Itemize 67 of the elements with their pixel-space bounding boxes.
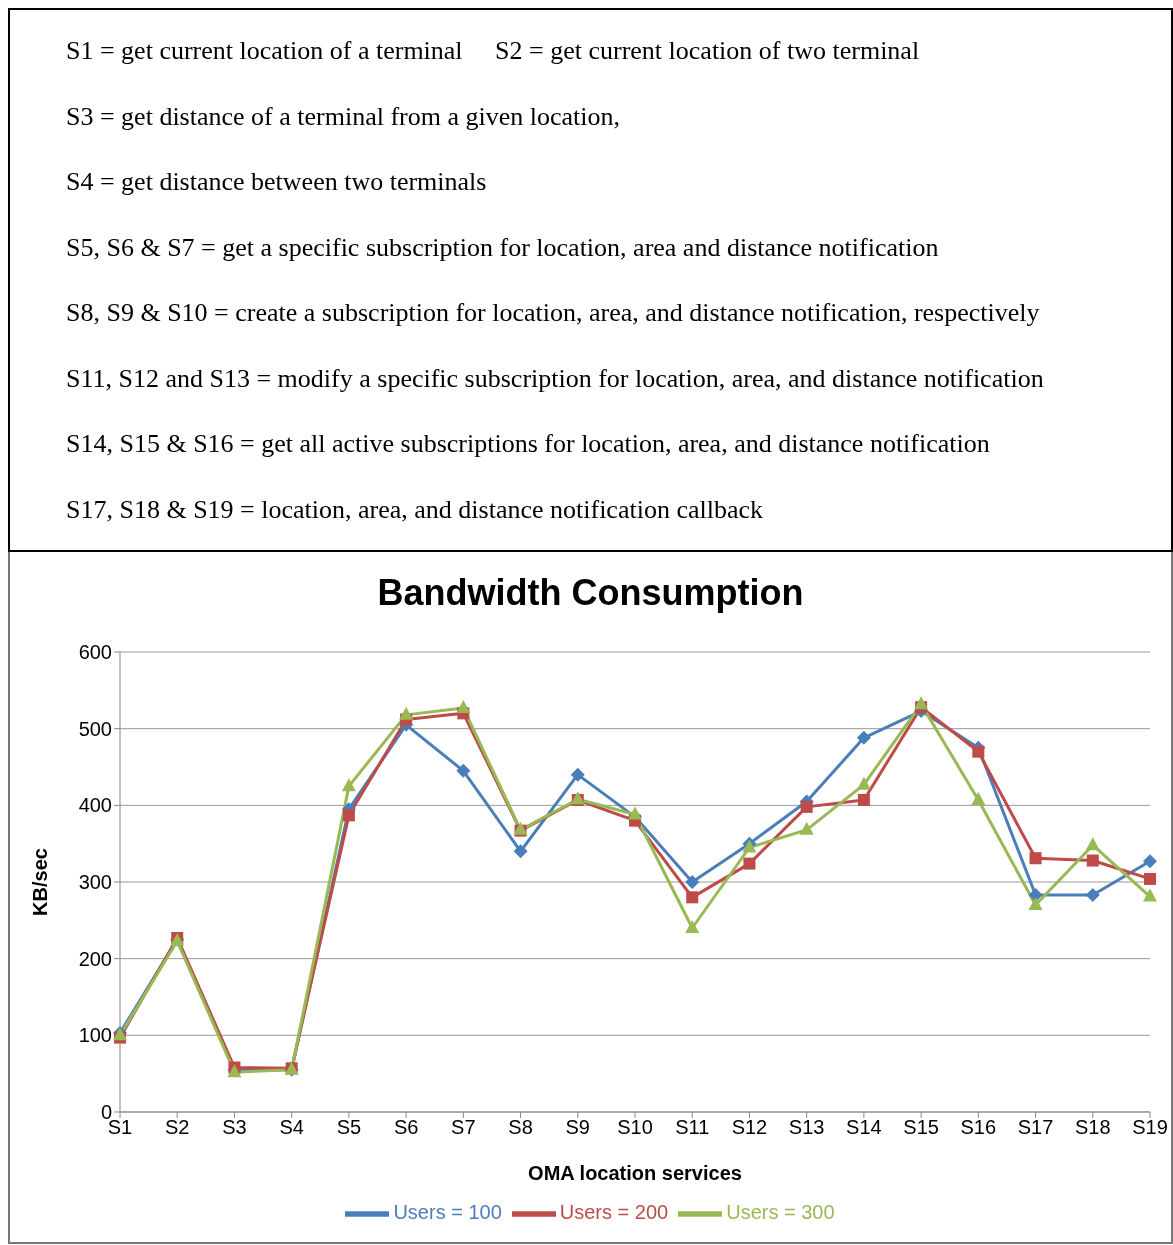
y-tick-label: 200 — [78, 947, 112, 970]
point — [972, 745, 985, 758]
x-tick-label: S4 — [279, 1116, 304, 1139]
point — [628, 806, 642, 820]
point — [1028, 888, 1043, 903]
point — [914, 696, 929, 710]
point — [800, 800, 813, 813]
point — [799, 821, 814, 835]
x-tick-label: S3 — [222, 1116, 247, 1139]
y-axis-title: KB/sec — [29, 848, 52, 916]
x-tick-label: S18 — [1074, 1116, 1111, 1139]
y-tick-label: 100 — [78, 1024, 112, 1047]
point — [1085, 888, 1100, 903]
text: S17, S18 & S19 = location, area, and distance notification callback — [66, 493, 764, 526]
point — [971, 791, 986, 805]
chart-title: Bandwidth Consumption — [376, 571, 805, 615]
point — [456, 699, 471, 713]
point — [743, 857, 756, 870]
x-tick-label: S5 — [336, 1116, 362, 1139]
x-tick-label: S11 — [675, 1116, 710, 1139]
text: S11, S12 and S13 = modify a specific subscription for location, area, and distance notification — [66, 362, 1045, 395]
point — [342, 809, 355, 822]
point — [513, 844, 528, 859]
point — [399, 706, 414, 720]
legend-label: Users = 300 — [726, 1201, 835, 1224]
x-axis-title: OMA location services — [528, 1162, 742, 1184]
point — [857, 793, 870, 806]
point — [570, 767, 585, 782]
point — [1143, 854, 1157, 869]
point — [686, 891, 699, 904]
point — [1028, 897, 1043, 910]
x-tick-label: S19 — [1132, 1116, 1168, 1139]
point — [1085, 837, 1100, 851]
x-tick-label: S6 — [393, 1116, 419, 1139]
point — [341, 778, 356, 792]
legend-label: Users = 100 — [393, 1201, 502, 1224]
y-tick-label: 300 — [78, 871, 112, 894]
point — [1144, 872, 1156, 885]
x-tick-label: S17 — [1017, 1116, 1054, 1139]
x-tick-label: S14 — [846, 1116, 882, 1139]
point — [456, 763, 471, 778]
point — [685, 920, 700, 933]
x-tick-label: S13 — [788, 1116, 825, 1139]
x-tick-label: S9 — [565, 1116, 591, 1139]
point — [856, 730, 871, 745]
y-tick-label: 600 — [78, 641, 112, 664]
text: S8, S9 & S10 = create a subscription for location, area, and distance notification, respectively — [66, 297, 1041, 329]
y-tick-label: 400 — [78, 794, 112, 817]
point — [1086, 854, 1099, 867]
text: S1 = get current location of a terminal S2 = get current location of two terminal — [66, 35, 921, 67]
x-tick-label: S12 — [731, 1116, 768, 1139]
text: S4 = get distance between two terminals — [66, 166, 488, 198]
point — [1029, 852, 1042, 865]
text: S14, S15 & S16 = get all active subscriptions for location, area, and distance notification — [66, 428, 991, 460]
text: S3 = get distance of a terminal from a given location, — [66, 100, 621, 133]
x-tick-label: S16 — [960, 1116, 997, 1139]
point — [856, 776, 871, 790]
x-tick-label: S10 — [617, 1116, 653, 1139]
legend-label: Users = 200 — [559, 1201, 669, 1224]
x-tick-label: S2 — [164, 1116, 190, 1139]
text: S5, S6 & S7 = get a specific subscription for location, area and distance notification — [66, 231, 940, 264]
x-tick-label: S7 — [451, 1116, 476, 1139]
point — [1143, 888, 1157, 902]
x-tick-label: S8 — [508, 1116, 533, 1139]
point — [685, 875, 700, 889]
x-tick-label: S15 — [903, 1116, 939, 1139]
y-tick-label: 500 — [78, 717, 112, 740]
